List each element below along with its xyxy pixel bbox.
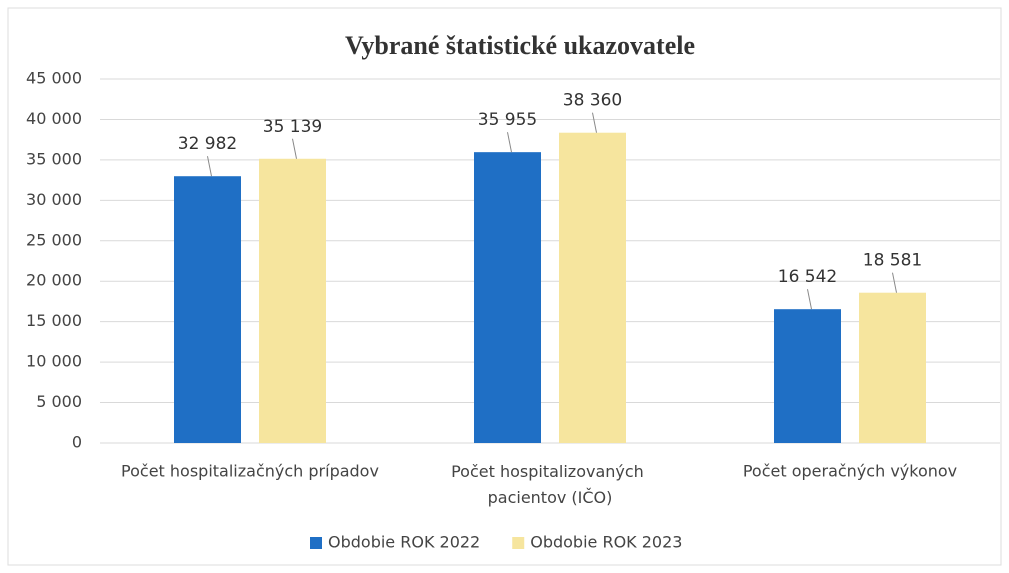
chart-title: Vybrané štatistické ukazovatele [345, 31, 695, 60]
y-tick-label: 20 000 [26, 271, 82, 290]
y-tick-label: 30 000 [26, 190, 82, 209]
y-tick-label: 15 000 [26, 311, 82, 330]
y-tick-label: 40 000 [26, 109, 82, 128]
value-label: 38 360 [563, 91, 622, 111]
value-label: 35 955 [478, 110, 537, 130]
bar [174, 176, 241, 443]
x-tick-label: Počet hospitalizovaných pacientov (IČO) [451, 462, 649, 507]
x-tick-label: Počet operačných výkonov [743, 462, 957, 481]
y-tick-label: 25 000 [26, 230, 82, 249]
legend-swatch [512, 537, 525, 549]
leader-line [892, 272, 897, 293]
leader-line [507, 132, 512, 153]
legend-label: Obdobie ROK 2023 [530, 533, 682, 552]
y-tick-label: 35 000 [26, 149, 82, 168]
value-label: 18 581 [863, 251, 922, 271]
value-label: 32 982 [178, 134, 237, 154]
leader-line [592, 112, 597, 133]
y-tick-label: 10 000 [26, 352, 82, 371]
y-tick-label: 0 [72, 433, 82, 452]
leader-line [807, 289, 812, 310]
value-label: 35 139 [263, 117, 322, 137]
y-tick-label: 45 000 [26, 69, 82, 88]
legend-swatch [310, 537, 322, 549]
leader-line [207, 156, 212, 177]
bar [474, 152, 541, 443]
y-tick-label: 5 000 [36, 392, 82, 411]
value-label: 16 542 [778, 267, 837, 287]
legend-label: Obdobie ROK 2022 [328, 533, 480, 552]
bar [259, 158, 326, 443]
bar [859, 292, 926, 443]
bar [774, 309, 841, 443]
leader-line [292, 138, 297, 159]
x-tick-label: Počet hospitalizačných prípadov [121, 462, 379, 481]
bar [559, 132, 626, 444]
